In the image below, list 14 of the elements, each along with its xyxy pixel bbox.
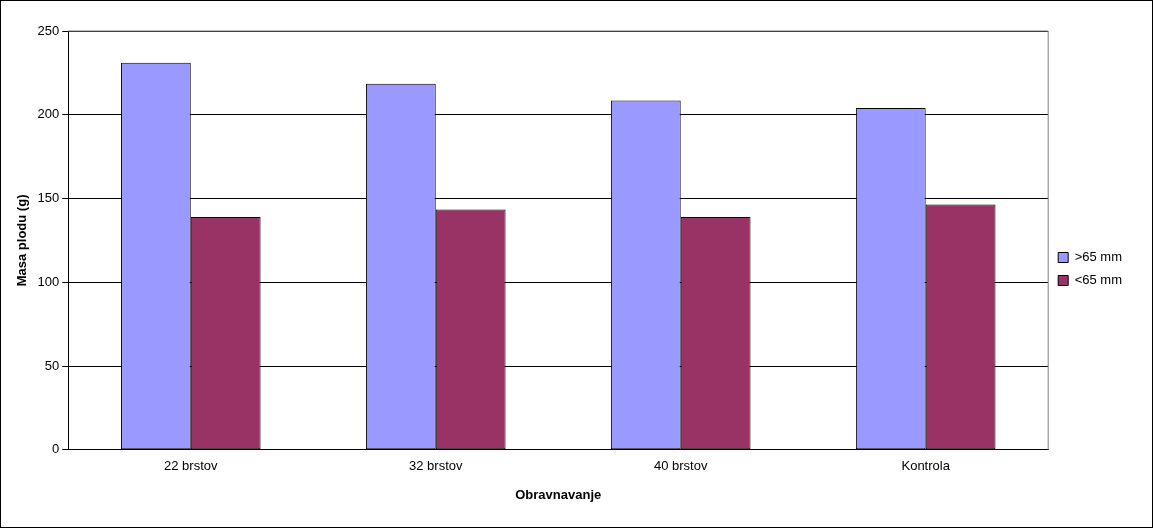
legend-label: <65 mm xyxy=(1074,272,1123,288)
x-tick-label: 40 brstov xyxy=(653,458,708,474)
y-tick-label: 0 xyxy=(52,441,60,457)
y-tick-label: 100 xyxy=(37,273,60,289)
y-tick-label: 150 xyxy=(37,190,60,206)
x-tick-label: 22 brstov xyxy=(164,458,219,474)
y-axis-title: Masa plodu (g) xyxy=(14,194,30,287)
x-tick-label: 32 brstov xyxy=(409,458,463,474)
y-tick-label: 200 xyxy=(37,106,60,122)
x-axis-title: Obravnavanje xyxy=(515,486,602,502)
y-tick-label: 50 xyxy=(44,357,60,373)
y-tick-label: 250 xyxy=(37,22,60,38)
x-tick-label: Kontrola xyxy=(901,458,951,474)
legend-label: >65 mm xyxy=(1074,249,1123,265)
